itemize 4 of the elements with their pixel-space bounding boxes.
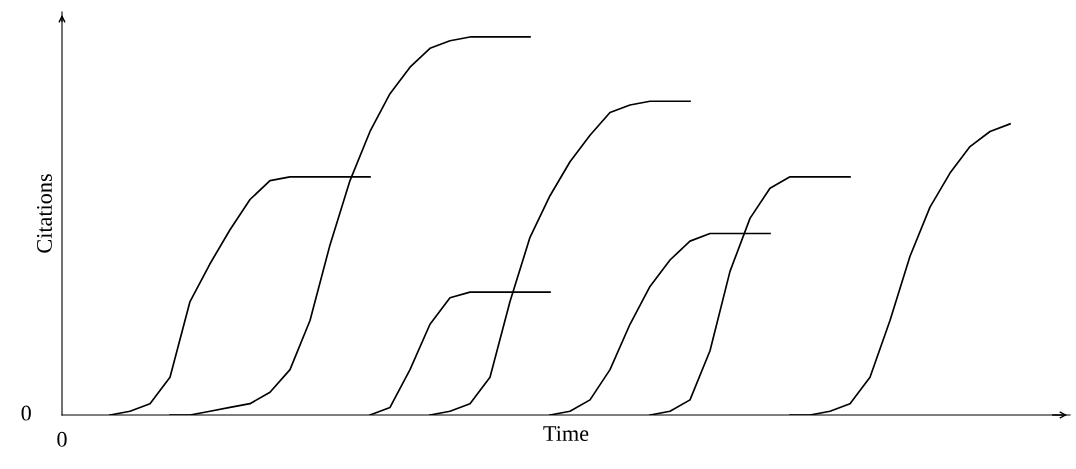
x-axis-title: Time <box>543 426 589 442</box>
y-axis-title: Citations <box>37 174 52 253</box>
text: 0 <box>57 431 67 447</box>
text: 0 <box>21 405 31 421</box>
